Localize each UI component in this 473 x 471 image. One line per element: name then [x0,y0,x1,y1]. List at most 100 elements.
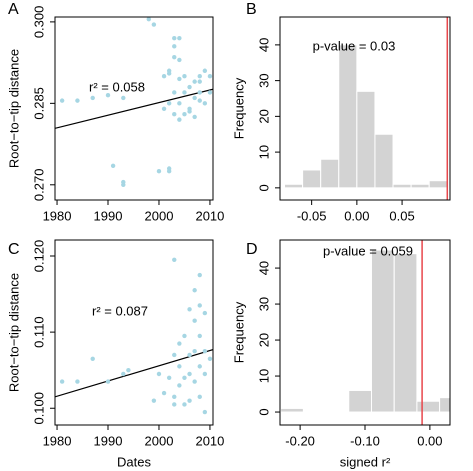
point [172,44,177,49]
x-tick-label: -0.05 [297,208,327,223]
y-tick-label: 0.110 [31,316,46,348]
y-tick-label: 20 [256,109,271,123]
point [172,35,177,41]
point [197,90,202,95]
y-tick-label: 0 [256,184,271,191]
y-tick-label: 10 [256,145,271,159]
point [166,101,172,106]
point [151,22,157,27]
point [182,375,187,380]
x-tick-label: 2010 [195,208,224,223]
point [192,114,197,120]
point [182,112,187,117]
annotation: r² = 0.087 [92,303,148,318]
point [192,79,197,84]
bar [370,249,395,413]
plot-area [280,240,450,425]
point [197,79,202,84]
x-tick-label: 2010 [195,433,224,448]
point [110,163,116,168]
point [121,182,126,187]
point [182,90,187,95]
x-axis-label: signed r² [340,454,391,469]
point [202,68,208,73]
plot-frame [279,16,451,201]
point [177,117,182,122]
panel-label: A [8,1,19,18]
bar [374,133,394,189]
y-tick-label: 40 [256,38,271,52]
x-tick-label: -0.10 [350,433,380,448]
trend-line [55,88,213,129]
point [182,73,187,79]
y-axis-label: Root−to−tip distance [6,273,21,392]
point [182,333,187,339]
point [156,371,162,377]
point [105,92,111,98]
bar [392,183,412,189]
point [202,310,208,316]
bar [428,180,448,189]
point [161,390,167,396]
point [59,379,65,384]
bar [302,169,322,189]
point [172,90,177,95]
point [202,101,208,106]
bar [439,397,450,413]
x-tick-label: 1990 [94,208,123,223]
y-tick-label: 0.270 [31,169,46,202]
bar [356,90,376,189]
point [197,272,202,278]
point [207,73,213,79]
y-tick-label: 30 [256,297,271,311]
point [172,394,177,400]
y-tick-label: 0 [256,408,271,415]
plot-frame [54,16,214,201]
point [177,364,182,369]
point [177,35,182,41]
point [197,303,202,308]
plot-frame [54,239,214,426]
y-tick-label: 40 [256,261,271,275]
bar [348,389,372,413]
point [197,73,202,79]
annotation: p-value = 0.059 [323,243,413,258]
x-tick-label: 0.05 [389,208,414,223]
point [156,169,162,174]
point [197,333,202,339]
y-tick-label: 10 [256,369,271,383]
plot-area [55,257,213,415]
x-tick-label: 0.00 [344,208,369,223]
point [192,379,197,384]
x-tick-label: 2000 [145,208,174,223]
y-tick-label: 0.285 [31,87,46,120]
x-tick-label: 1980 [43,208,72,223]
point [187,307,192,312]
point [90,356,95,361]
point [202,409,208,415]
point [172,402,177,407]
plot-frame [279,239,451,426]
panel-label: D [246,241,258,258]
bar [338,44,358,189]
point [105,379,111,384]
point [90,95,95,101]
point [75,98,80,103]
point [121,95,126,101]
point [187,398,192,403]
point [126,367,131,373]
bar [280,407,304,413]
point [166,166,172,171]
point [166,375,172,380]
point [177,57,182,63]
point [75,379,80,384]
y-axis-label: Frequency [231,301,246,363]
y-tick-label: 0.100 [31,392,46,425]
y-tick-label: 30 [256,73,271,87]
point [151,398,157,403]
panel-label: C [8,241,20,258]
point [177,383,182,388]
point [192,95,197,101]
point [197,364,202,369]
point [121,371,126,377]
